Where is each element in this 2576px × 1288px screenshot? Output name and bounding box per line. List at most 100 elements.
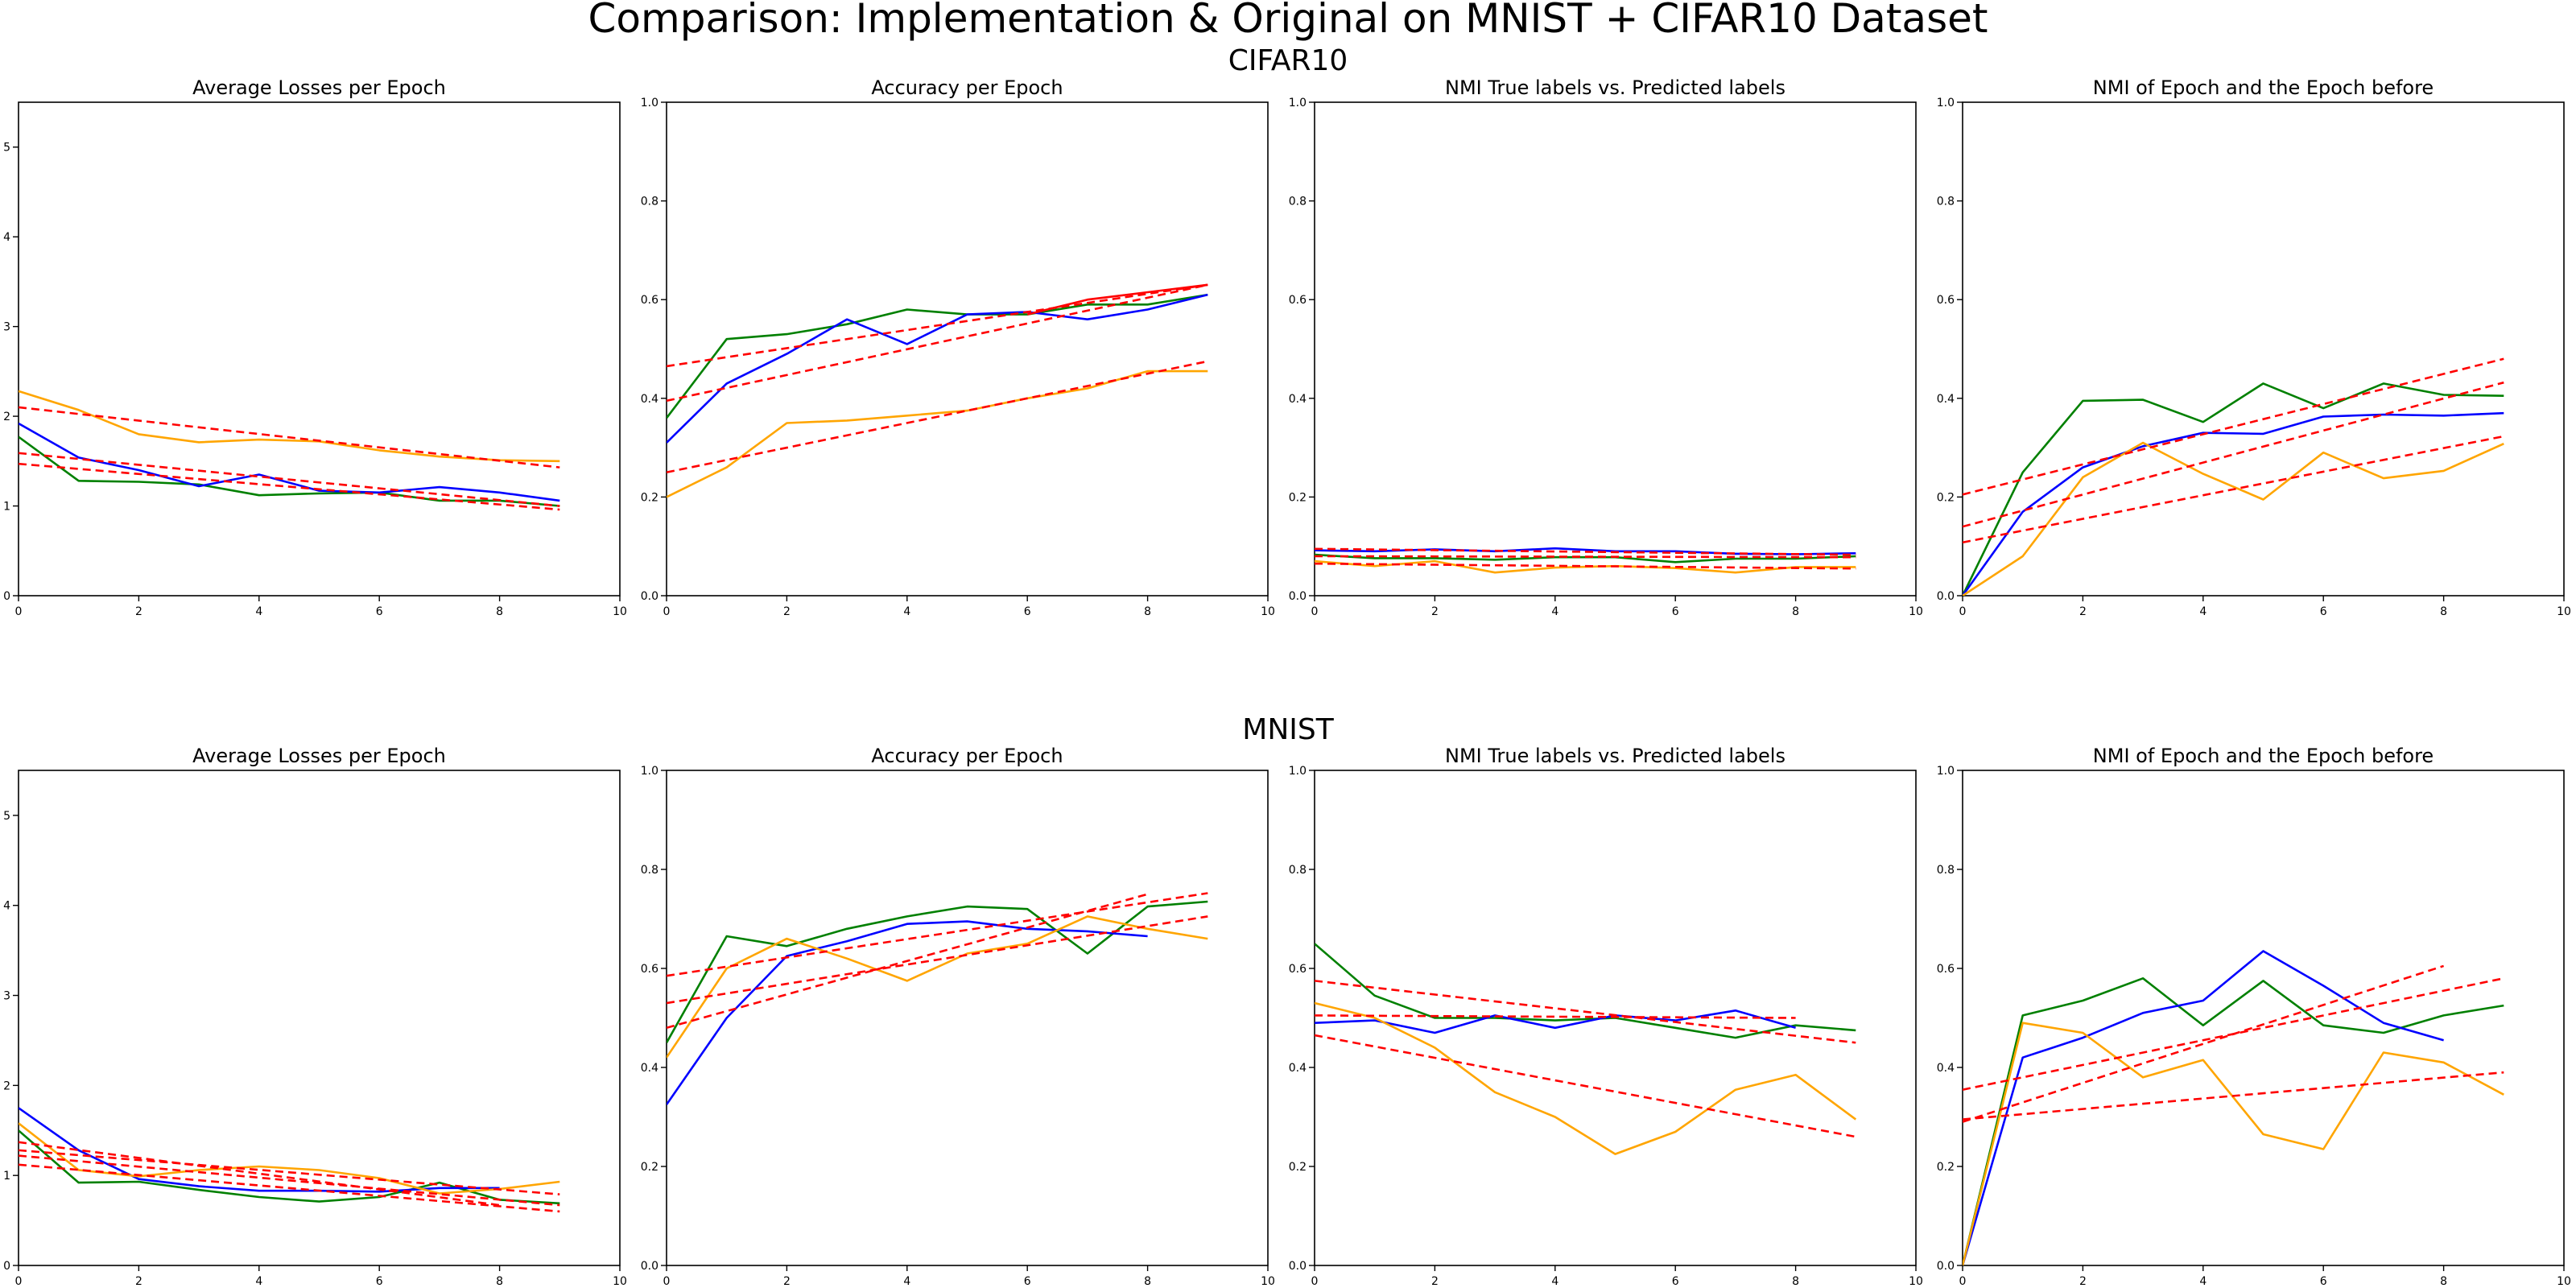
cifar10-average-losses-per-epoch-panel: Average Losses per Epoch 0 2 4 6 8 10 0 1 2 3 4 5 xyxy=(3,76,627,618)
cifar10-accuracy-per-epoch-ytick-label: 0.2 xyxy=(641,491,658,504)
cifar10-nmi-of-epoch-and-the-epoch-before-ytick-label: 0.8 xyxy=(1937,196,1955,208)
mnist-nmi-true-labels-vs-predicted-labels-xtick-label: 4 xyxy=(1551,1275,1558,1288)
cifar10-accuracy-per-epoch-ytick-label: 0.8 xyxy=(641,196,658,208)
cifar10-nmi-true-labels-vs-predicted-labels-xtick-label: 6 xyxy=(1672,605,1679,618)
mnist-accuracy-per-epoch-title: Accuracy per Epoch xyxy=(871,745,1063,767)
cifar10-nmi-true-labels-vs-predicted-labels-trend-line-1 xyxy=(1315,547,1856,556)
cifar10-accuracy-per-epoch-panel: Accuracy per Epoch 0 2 4 6 8 10 0.0 0.2 0.4 0.6 0.8… xyxy=(641,76,1275,618)
cifar10-nmi-of-epoch-and-the-epoch-before-ytick-label: 0.4 xyxy=(1937,393,1955,406)
cifar10-nmi-true-labels-vs-predicted-labels-ytick-label: 0.0 xyxy=(1289,590,1307,603)
mnist-nmi-true-labels-vs-predicted-labels-ytick-label: 0.0 xyxy=(1289,1260,1307,1273)
mnist-nmi-true-labels-vs-predicted-labels-plot-area xyxy=(1315,943,1857,1155)
cifar10-accuracy-per-epoch-trend-line-3 xyxy=(667,360,1208,474)
mnist-accuracy-per-epoch-ytick-label: 1.0 xyxy=(641,765,658,778)
cifar10-nmi-of-epoch-and-the-epoch-before-ytick-label: 0.0 xyxy=(1937,590,1955,603)
mnist-nmi-of-epoch-and-the-epoch-before-series-blue-line xyxy=(1963,950,2444,1265)
cifar10-nmi-of-epoch-and-the-epoch-before-panel: NMI of Epoch and the Epoch before 0 2 4 6 8 10… xyxy=(1937,76,2571,618)
cifar10-nmi-of-epoch-and-the-epoch-before-trend-line-3 xyxy=(1963,435,2504,544)
mnist-average-losses-per-epoch-ytick-label: 4 xyxy=(3,900,10,913)
cifar10-accuracy-per-epoch-xtick-label: 0 xyxy=(663,605,671,618)
mnist-accuracy-per-epoch-plot-area xyxy=(667,892,1208,1105)
cifar10-average-losses-per-epoch-trend-line-3 xyxy=(19,462,560,511)
mnist-average-losses-per-epoch-trend-line-4 xyxy=(19,1154,560,1207)
cifar10-nmi-of-epoch-and-the-epoch-before-ytick-label: 1.0 xyxy=(1937,97,1955,109)
mnist-accuracy-per-epoch-ytick-label: 0.0 xyxy=(641,1260,658,1273)
mnist-nmi-of-epoch-and-the-epoch-before-ytick-label: 0.2 xyxy=(1937,1161,1955,1174)
mnist-average-losses-per-epoch-ytick-label: 1 xyxy=(3,1170,10,1183)
cifar10-nmi-of-epoch-and-the-epoch-before-series-orange-line xyxy=(1963,441,2504,596)
cifar10-nmi-true-labels-vs-predicted-labels-xtick-label: 10 xyxy=(1909,605,1923,618)
cifar10-average-losses-per-epoch-xtick-label: 6 xyxy=(376,605,383,618)
mnist-nmi-of-epoch-and-the-epoch-before-trend-line-3 xyxy=(1963,1071,2504,1121)
mnist-nmi-true-labels-vs-predicted-labels-xtick-label: 2 xyxy=(1431,1275,1439,1288)
mnist-nmi-true-labels-vs-predicted-labels-series-blue-line xyxy=(1315,1009,1796,1034)
mnist-nmi-of-epoch-and-the-epoch-before-xtick-label: 0 xyxy=(1959,1275,1967,1288)
figure-title: Comparison: Implementation & Original on… xyxy=(588,0,1988,42)
mnist-nmi-true-labels-vs-predicted-labels-xtick-label: 0 xyxy=(1311,1275,1319,1288)
cifar10-nmi-of-epoch-and-the-epoch-before-trend-line-2 xyxy=(1963,381,2504,528)
mnist-accuracy-per-epoch-ytick-label: 0.8 xyxy=(641,864,658,877)
cifar10-accuracy-per-epoch-plot-area xyxy=(667,283,1208,498)
mnist-nmi-of-epoch-and-the-epoch-before-xtick-label: 2 xyxy=(2079,1275,2087,1288)
mnist-nmi-true-labels-vs-predicted-labels-ytick-label: 0.8 xyxy=(1289,864,1307,877)
mnist-accuracy-per-epoch-axes-frame xyxy=(666,770,1269,1266)
mnist-nmi-true-labels-vs-predicted-labels-ytick-label: 0.2 xyxy=(1289,1161,1307,1174)
cifar10-accuracy-per-epoch-title: Accuracy per Epoch xyxy=(871,76,1063,99)
cifar10-accuracy-per-epoch-xtick-label: 8 xyxy=(1144,605,1151,618)
cifar10-nmi-true-labels-vs-predicted-labels-ytick-label: 1.0 xyxy=(1289,97,1307,109)
cifar10-nmi-of-epoch-and-the-epoch-before-title: NMI of Epoch and the Epoch before xyxy=(2093,76,2434,99)
cifar10-nmi-true-labels-vs-predicted-labels-xtick-label: 4 xyxy=(1551,605,1558,618)
mnist-average-losses-per-epoch-panel: Average Losses per Epoch 0 2 4 6 8 10 0 1 2 3 4 5 xyxy=(3,745,627,1288)
mnist-nmi-of-epoch-and-the-epoch-before-trend-line-2 xyxy=(1963,964,2445,1123)
mnist-average-losses-per-epoch-ytick-label: 3 xyxy=(3,990,10,1003)
mnist-accuracy-per-epoch-panel: Accuracy per Epoch 0 2 4 6 8 10 0.0 0.2 0.4 0.6 0.8… xyxy=(641,745,1275,1288)
cifar10-nmi-true-labels-vs-predicted-labels-ytick-label: 0.4 xyxy=(1289,393,1307,406)
mnist-accuracy-per-epoch-trend-line-2 xyxy=(667,915,1208,1005)
cifar10-accuracy-per-epoch-xtick-label: 2 xyxy=(783,605,791,618)
row-title-cifar10: CIFAR10 xyxy=(1228,44,1348,77)
mnist-nmi-true-labels-vs-predicted-labels-trend-line-1 xyxy=(1315,980,1856,1044)
cifar10-accuracy-per-epoch-series-orange-line xyxy=(667,369,1208,498)
mnist-nmi-of-epoch-and-the-epoch-before-title: NMI of Epoch and the Epoch before xyxy=(2093,745,2434,767)
mnist-nmi-true-labels-vs-predicted-labels-ytick-label: 0.6 xyxy=(1289,963,1307,976)
mnist-nmi-of-epoch-and-the-epoch-before-ytick-label: 1.0 xyxy=(1937,765,1955,778)
cifar10-average-losses-per-epoch-trend-line-2 xyxy=(19,452,560,507)
cifar10-accuracy-per-epoch-ytick-label: 0.6 xyxy=(641,294,658,307)
cifar10-accuracy-per-epoch-ytick-label: 1.0 xyxy=(641,97,658,109)
cifar10-accuracy-per-epoch-axes-frame xyxy=(666,101,1269,597)
cifar10-accuracy-per-epoch-ytick-label: 0.4 xyxy=(641,393,658,406)
cifar10-nmi-of-epoch-and-the-epoch-before-series-blue-line xyxy=(1963,411,2504,596)
cifar10-average-losses-per-epoch-xtick-label: 0 xyxy=(15,605,23,618)
mnist-accuracy-per-epoch-series-blue-line xyxy=(667,920,1148,1105)
cifar10-nmi-of-epoch-and-the-epoch-before-trend-line-1 xyxy=(1963,357,2504,496)
row-title-mnist: MNIST xyxy=(1242,713,1334,746)
cifar10-nmi-true-labels-vs-predicted-labels-xtick-label: 0 xyxy=(1311,605,1319,618)
mnist-average-losses-per-epoch-trend-line-1 xyxy=(19,1149,560,1195)
cifar10-nmi-true-labels-vs-predicted-labels-plot-area xyxy=(1315,547,1856,574)
mnist-average-losses-per-epoch-xtick-label: 4 xyxy=(255,1275,262,1288)
cifar10-average-losses-per-epoch-ytick-label: 4 xyxy=(3,231,10,244)
cifar10-nmi-of-epoch-and-the-epoch-before-plot-area xyxy=(1963,357,2504,596)
mnist-nmi-true-labels-vs-predicted-labels-xtick-label: 10 xyxy=(1909,1275,1923,1288)
cifar10-nmi-of-epoch-and-the-epoch-before-ytick-label: 0.6 xyxy=(1937,294,1955,307)
mnist-nmi-true-labels-vs-predicted-labels-ytick-label: 1.0 xyxy=(1289,765,1307,778)
mnist-nmi-of-epoch-and-the-epoch-before-ytick-label: 0.4 xyxy=(1937,1062,1955,1075)
mnist-nmi-of-epoch-and-the-epoch-before-plot-area xyxy=(1963,950,2504,1265)
mnist-nmi-true-labels-vs-predicted-labels-xtick-label: 6 xyxy=(1672,1275,1679,1288)
mnist-nmi-of-epoch-and-the-epoch-before-panel: NMI of Epoch and the Epoch before 0 2 4 6 8 10… xyxy=(1937,745,2571,1288)
mnist-average-losses-per-epoch-xtick-label: 8 xyxy=(496,1275,503,1288)
cifar10-nmi-of-epoch-and-the-epoch-before-xtick-label: 4 xyxy=(2199,605,2207,618)
cifar10-average-losses-per-epoch-ytick-label: 5 xyxy=(3,142,10,155)
mnist-average-losses-per-epoch-axes-frame xyxy=(18,770,621,1266)
mnist-nmi-true-labels-vs-predicted-labels-panel: NMI True labels vs. Predicted labels 0 2 4 6… xyxy=(1289,745,1923,1288)
cifar10-nmi-of-epoch-and-the-epoch-before-xtick-label: 6 xyxy=(2320,605,2327,618)
cifar10-average-losses-per-epoch-ytick-label: 1 xyxy=(3,501,10,514)
cifar10-nmi-true-labels-vs-predicted-labels-xtick-label: 8 xyxy=(1792,605,1799,618)
mnist-average-losses-per-epoch-title: Average Losses per Epoch xyxy=(192,745,446,767)
mnist-nmi-true-labels-vs-predicted-labels-title: NMI True labels vs. Predicted labels xyxy=(1445,745,1785,767)
cifar10-nmi-of-epoch-and-the-epoch-before-axes-frame xyxy=(1962,101,2565,597)
mnist-accuracy-per-epoch-trend-line-3 xyxy=(667,893,1148,1030)
cifar10-nmi-true-labels-vs-predicted-labels-trend-line-3 xyxy=(1315,562,1856,570)
cifar10-accuracy-per-epoch-series-green-line xyxy=(667,293,1208,419)
